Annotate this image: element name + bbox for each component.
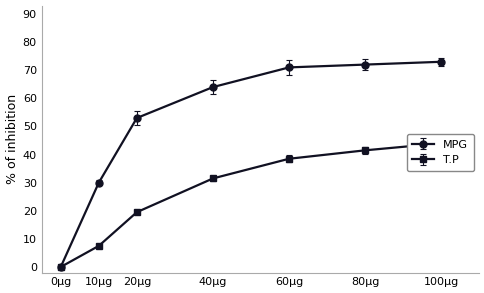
Y-axis label: % of inhibition: % of inhibition (5, 94, 18, 184)
Legend: MPG, T.P: MPG, T.P (406, 134, 473, 171)
